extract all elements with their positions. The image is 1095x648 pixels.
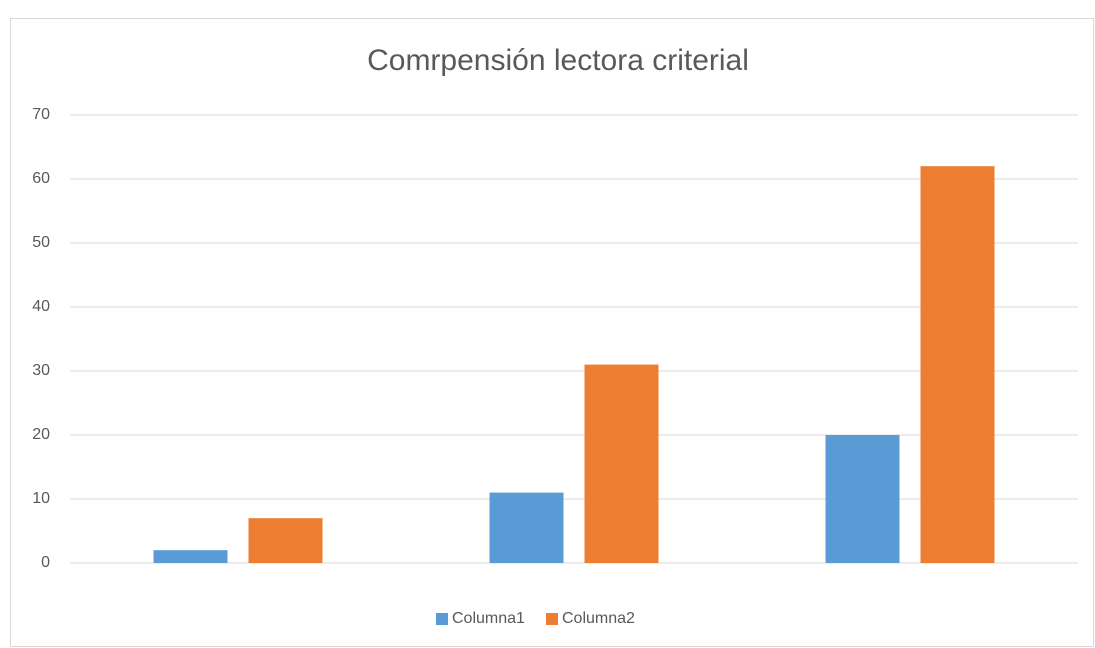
y-tick-label: 10 <box>32 490 50 507</box>
bar <box>920 166 995 563</box>
y-tick-label: 20 <box>32 426 50 443</box>
bar <box>248 518 323 563</box>
y-tick-label: 30 <box>32 362 50 379</box>
y-tick-label: 70 <box>32 106 50 123</box>
legend-label: Columna2 <box>562 610 635 627</box>
bar <box>153 550 228 563</box>
legend-swatch <box>436 613 448 625</box>
legend-swatch <box>546 613 558 625</box>
y-tick-label: 0 <box>41 554 50 571</box>
bar <box>584 364 659 563</box>
chart-title: Comrpensión lectora criterial <box>367 44 749 77</box>
y-tick-label: 50 <box>32 234 50 251</box>
bar <box>825 435 900 563</box>
y-tick-label: 60 <box>32 170 50 187</box>
y-tick-label: 40 <box>32 298 50 315</box>
bar <box>489 492 564 563</box>
legend-label: Columna1 <box>452 610 525 627</box>
